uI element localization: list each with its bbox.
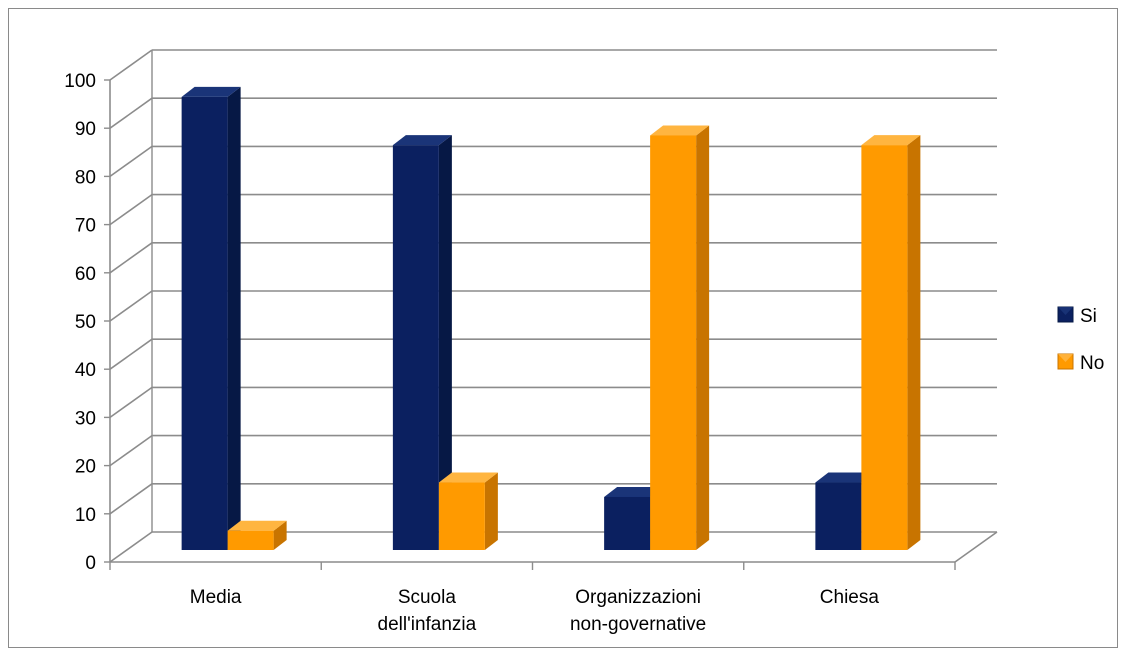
legend-swatch-shine (1058, 307, 1073, 315)
bar-side (696, 125, 710, 550)
legend-item-si: Si (1057, 306, 1097, 327)
y-tick-label-70: 70 (75, 216, 96, 237)
y-tick-label-30: 30 (75, 408, 96, 429)
y-axis-ticks: 0 10 20 30 40 50 60 70 80 90 100 (64, 71, 110, 574)
bar-top (392, 135, 452, 146)
x-label-2: Organizzazioni non-governative (570, 587, 706, 635)
bar-no-2 (650, 125, 710, 551)
bar-front (438, 482, 485, 550)
bar-top (861, 135, 921, 146)
gridline-diag-0 (109, 531, 153, 563)
bar-top (227, 520, 287, 531)
bar-side (438, 135, 452, 550)
bar-front (650, 135, 697, 551)
legend-item-no: No (1057, 353, 1104, 374)
bar-front (392, 145, 439, 550)
x-label-line: Organizzazioni (575, 587, 701, 608)
x-label-1: Scuola dell'infanzia (378, 587, 477, 635)
gridline-diag-80 (109, 145, 153, 178)
bar-no-3 (861, 135, 921, 550)
x-label-line: Chiesa (820, 587, 880, 608)
gridline-diag-100 (109, 49, 153, 81)
bar-front (227, 530, 274, 550)
x-label-line: non-governative (570, 614, 706, 635)
y-tick-label-100: 100 (64, 71, 96, 92)
bar-top (650, 125, 710, 136)
gridline-diag-70 (109, 193, 153, 226)
bar-no-0 (227, 520, 287, 550)
legend-swatch-shine (1058, 354, 1073, 362)
bar-side (227, 86, 241, 551)
bar-top (438, 472, 498, 483)
bar-top (604, 486, 664, 497)
y-tick-label-50: 50 (75, 312, 96, 333)
bar-side (907, 135, 921, 550)
y-tick-label-80: 80 (75, 167, 96, 188)
x-label-line: dell'infanzia (378, 614, 477, 635)
gridline-diag-60 (109, 242, 153, 274)
bar-front (604, 496, 651, 550)
gridline-diag-30 (109, 386, 153, 419)
gridlines (109, 49, 998, 563)
bar-no-1 (438, 472, 498, 550)
floor-right-edge (954, 531, 998, 563)
bar-top (181, 86, 241, 97)
bar-si-1 (392, 135, 452, 550)
bar-si-0 (181, 86, 241, 551)
x-label-line: Scuola (398, 587, 457, 608)
gridline-diag-40 (109, 338, 153, 370)
gridline-diag-10 (109, 483, 153, 515)
legend-label: Si (1080, 306, 1097, 327)
gridline-diag-20 (109, 434, 153, 467)
legend-label: No (1080, 353, 1104, 374)
y-tick-label-10: 10 (75, 505, 96, 526)
y-tick-label-20: 20 (75, 457, 96, 478)
bar-front (181, 96, 228, 551)
bar-front (861, 145, 908, 550)
bar-front (815, 482, 862, 550)
gridline-diag-50 (109, 290, 153, 322)
gridline-diag-90 (109, 97, 153, 129)
bars (181, 86, 921, 551)
y-tick-label-40: 40 (75, 360, 96, 381)
bar-side (273, 520, 287, 550)
x-axis-labels: Media Scuola dell'infanzia Organizzazioni no… (190, 587, 880, 635)
bar-side (484, 472, 498, 550)
x-label-3: Chiesa (820, 587, 880, 608)
x-label-0: Media (190, 587, 242, 608)
legend: Si No (1057, 306, 1104, 374)
y-tick-label-90: 90 (75, 119, 96, 140)
y-tick-label-0: 0 (85, 553, 96, 574)
x-label-line: Media (190, 587, 242, 608)
bar-top (815, 472, 875, 483)
y-tick-label-60: 60 (75, 264, 96, 285)
